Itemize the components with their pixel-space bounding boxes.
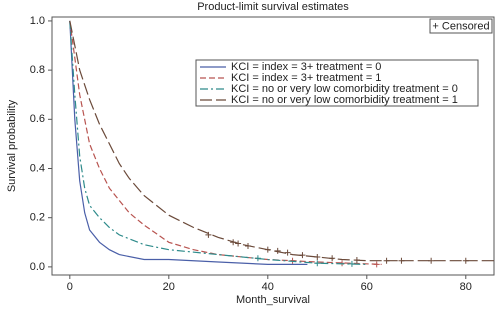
plot-frame xyxy=(51,16,495,276)
legend-label: KCI = index = 3+ treatment = 1 xyxy=(231,72,381,84)
y-tick-label: 0.6 xyxy=(30,113,45,125)
censor-mark xyxy=(314,254,321,261)
x-tick-label: 0 xyxy=(67,281,73,293)
censor-mark xyxy=(329,255,336,262)
censor-mark xyxy=(230,239,237,246)
legend-label: KCI = no or very low comorbidity treatme… xyxy=(231,94,458,106)
x-tick-label: 20 xyxy=(163,281,175,293)
censor-mark xyxy=(205,231,212,238)
survival-curve xyxy=(69,20,382,265)
survival-curve xyxy=(69,20,367,265)
chart-title: Product-limit survival estimates xyxy=(197,1,349,13)
censor-mark xyxy=(348,260,355,267)
survival-curve xyxy=(69,20,308,265)
x-tick-label: 60 xyxy=(361,281,373,293)
legend-box xyxy=(195,59,479,107)
censor-mark xyxy=(299,252,306,259)
censor-mark xyxy=(245,242,252,249)
y-tick-label: 0.0 xyxy=(30,261,45,273)
y-tick-label: 0.4 xyxy=(30,162,45,174)
x-axis-label: Month_survival xyxy=(236,294,310,306)
y-axis-label: Survival probability xyxy=(6,99,18,192)
censor-mark xyxy=(264,246,271,253)
censor-mark xyxy=(398,257,405,264)
x-tick-label: 40 xyxy=(262,281,274,293)
survival-curve xyxy=(69,20,496,262)
censored-box xyxy=(429,18,493,34)
y-tick-label: 0.2 xyxy=(30,212,45,224)
x-tick-label: 80 xyxy=(460,281,472,293)
censor-mark xyxy=(274,247,281,254)
y-tick-label: 0.8 xyxy=(30,64,45,76)
censor-mark xyxy=(235,240,242,247)
censor-mark xyxy=(254,255,261,262)
legend-label: KCI = index = 3+ treatment = 0 xyxy=(231,61,381,73)
censor-mark xyxy=(383,257,390,264)
y-tick-label: 1.0 xyxy=(30,15,45,27)
legend-label: KCI = no or very low comorbidity treatme… xyxy=(231,83,458,95)
censor-mark xyxy=(373,261,380,268)
censor-mark xyxy=(353,256,360,263)
censor-mark xyxy=(314,260,321,267)
censored-label: + Censored xyxy=(432,20,489,32)
censor-mark xyxy=(462,257,469,264)
censor-mark xyxy=(284,249,291,256)
censor-mark xyxy=(428,257,435,264)
